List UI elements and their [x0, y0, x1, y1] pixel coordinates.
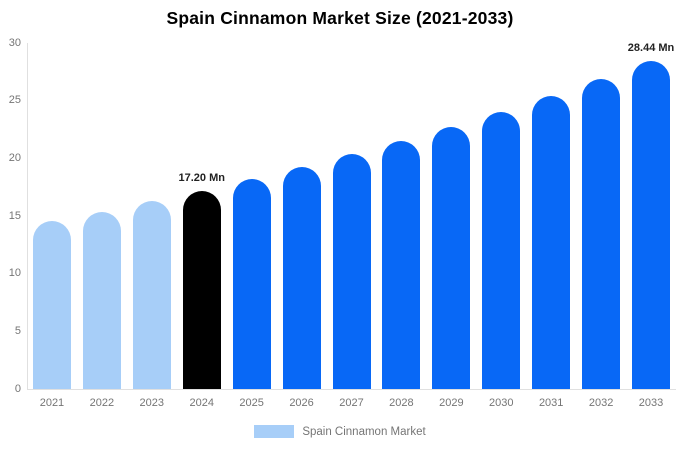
- x-tick-label-2024: 2024: [189, 397, 214, 409]
- x-tick-label-2032: 2032: [588, 397, 614, 409]
- x-tick-label-2029: 2029: [439, 397, 464, 409]
- bar-2030[interactable]: [482, 111, 521, 389]
- y-axis-line: [27, 43, 28, 389]
- x-tick-label-2021: 2021: [39, 397, 65, 409]
- y-tick-label-5: 5: [14, 324, 21, 337]
- bar-2026[interactable]: [282, 167, 321, 389]
- data-label-2033: 28.44 Mn: [627, 41, 675, 54]
- y-tick-label-10: 10: [8, 267, 21, 280]
- bar-2033[interactable]: [632, 60, 671, 389]
- x-tick-label-2023: 2023: [139, 397, 165, 409]
- bar-2025[interactable]: [232, 179, 271, 389]
- x-tick-label-2025: 2025: [239, 397, 264, 409]
- legend-label[interactable]: Spain Cinnamon Market: [302, 425, 426, 438]
- bar-2029[interactable]: [432, 126, 471, 389]
- chart-title: Spain Cinnamon Market Size (2021-2033): [166, 8, 514, 28]
- bar-2021[interactable]: [32, 221, 71, 389]
- bar-2024[interactable]: [182, 190, 221, 389]
- bar-2032[interactable]: [582, 78, 621, 389]
- bar-2022[interactable]: [82, 211, 121, 389]
- y-tick-label-0: 0: [14, 382, 21, 395]
- data-label-2024: 17.20 Mn: [178, 171, 225, 184]
- x-tick-label-2028: 2028: [389, 397, 414, 409]
- x-tick-label-2022: 2022: [89, 397, 115, 409]
- bar-2023[interactable]: [132, 201, 171, 389]
- legend-swatch[interactable]: [254, 425, 295, 438]
- y-tick-label-15: 15: [8, 209, 21, 222]
- x-tick-label-2033: 2033: [638, 397, 664, 409]
- y-tick-label-25: 25: [8, 94, 21, 107]
- bar-2027[interactable]: [332, 154, 371, 389]
- bar-2031[interactable]: [532, 95, 571, 389]
- y-tick-label-30: 30: [8, 36, 21, 49]
- x-tick-label-2026: 2026: [289, 397, 314, 409]
- x-tick-label-2031: 2031: [538, 397, 564, 409]
- x-axis-baseline: [27, 389, 676, 390]
- y-tick-label-20: 20: [8, 151, 21, 164]
- bar-2028[interactable]: [382, 140, 421, 389]
- x-tick-label-2027: 2027: [339, 397, 364, 409]
- x-tick-label-2030: 2030: [489, 397, 514, 409]
- legend: Spain Cinnamon Market: [0, 425, 680, 438]
